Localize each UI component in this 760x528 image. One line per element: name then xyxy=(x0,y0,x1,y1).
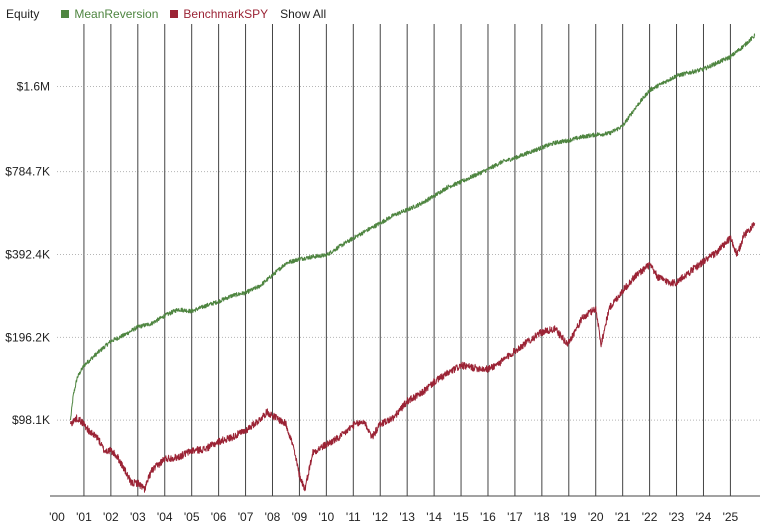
x-tick-label: '08 xyxy=(265,510,281,524)
y-tick-label: $392.4K xyxy=(5,247,50,261)
series-line-meanreversion xyxy=(70,33,756,421)
x-axis-tick-labels: '00 '01 '02 '03 '04 '05 '06 '07 '08 '09 '10 '11 '12 '… xyxy=(49,510,738,524)
y-tick-label: $1.6M xyxy=(17,80,50,94)
legend-swatch-benchmarkspy xyxy=(170,10,179,18)
x-tick-label: '24 xyxy=(696,510,712,524)
series-layer xyxy=(70,33,756,493)
y-tick-label: $784.7K xyxy=(5,165,50,179)
legend-item-meanreversion[interactable]: MeanReversion xyxy=(61,7,158,21)
x-tick-label: '19 xyxy=(561,510,577,524)
x-tick-label: '06 xyxy=(211,510,227,524)
x-tick-label: '02 xyxy=(103,510,119,524)
x-tick-label: '23 xyxy=(669,510,685,524)
legend: Equity MeanReversion BenchmarkSPY Show A… xyxy=(6,6,326,22)
x-tick-label: '15 xyxy=(453,510,469,524)
legend-label-benchmarkspy: BenchmarkSPY xyxy=(183,7,269,21)
x-tick-label: '17 xyxy=(507,510,523,524)
x-tick-label: '18 xyxy=(534,510,550,524)
x-tick-label: '11 xyxy=(346,510,361,524)
x-tick-label: '10 xyxy=(319,510,335,524)
x-tick-label: '03 xyxy=(130,510,146,524)
x-tick-label: '14 xyxy=(426,510,442,524)
y-tick-label: $196.2K xyxy=(5,330,50,344)
x-tick-label: '00 xyxy=(49,510,65,524)
x-tick-label: '21 xyxy=(615,510,631,524)
legend-item-benchmarkspy[interactable]: BenchmarkSPY xyxy=(170,7,268,21)
legend-swatch-meanreversion xyxy=(61,10,70,18)
x-tick-label: '25 xyxy=(723,510,739,524)
x-tick-label: '05 xyxy=(184,510,200,524)
legend-title: Equity xyxy=(6,7,40,21)
x-tick-label: '01 xyxy=(76,510,92,524)
x-tick-label: '16 xyxy=(480,510,496,524)
x-tick-label: '09 xyxy=(292,510,308,524)
x-tick-label: '20 xyxy=(588,510,604,524)
x-tick-label: '07 xyxy=(238,510,254,524)
legend-label-meanreversion: MeanReversion xyxy=(74,7,159,21)
show-all-button[interactable]: Show All xyxy=(280,7,327,21)
series-line-benchmarkspy xyxy=(70,222,756,493)
horizontal-gridlines xyxy=(57,86,760,421)
x-tick-label: '04 xyxy=(157,510,173,524)
x-tick-label: '12 xyxy=(372,510,388,524)
vertical-gridlines xyxy=(83,24,731,496)
x-tick-label: '13 xyxy=(399,510,415,524)
x-tick-label: '22 xyxy=(642,510,658,524)
y-tick-label: $98.1K xyxy=(12,413,50,427)
y-axis-tick-labels: $98.1K $196.2K $392.4K $784.7K $1.6M xyxy=(5,80,50,428)
